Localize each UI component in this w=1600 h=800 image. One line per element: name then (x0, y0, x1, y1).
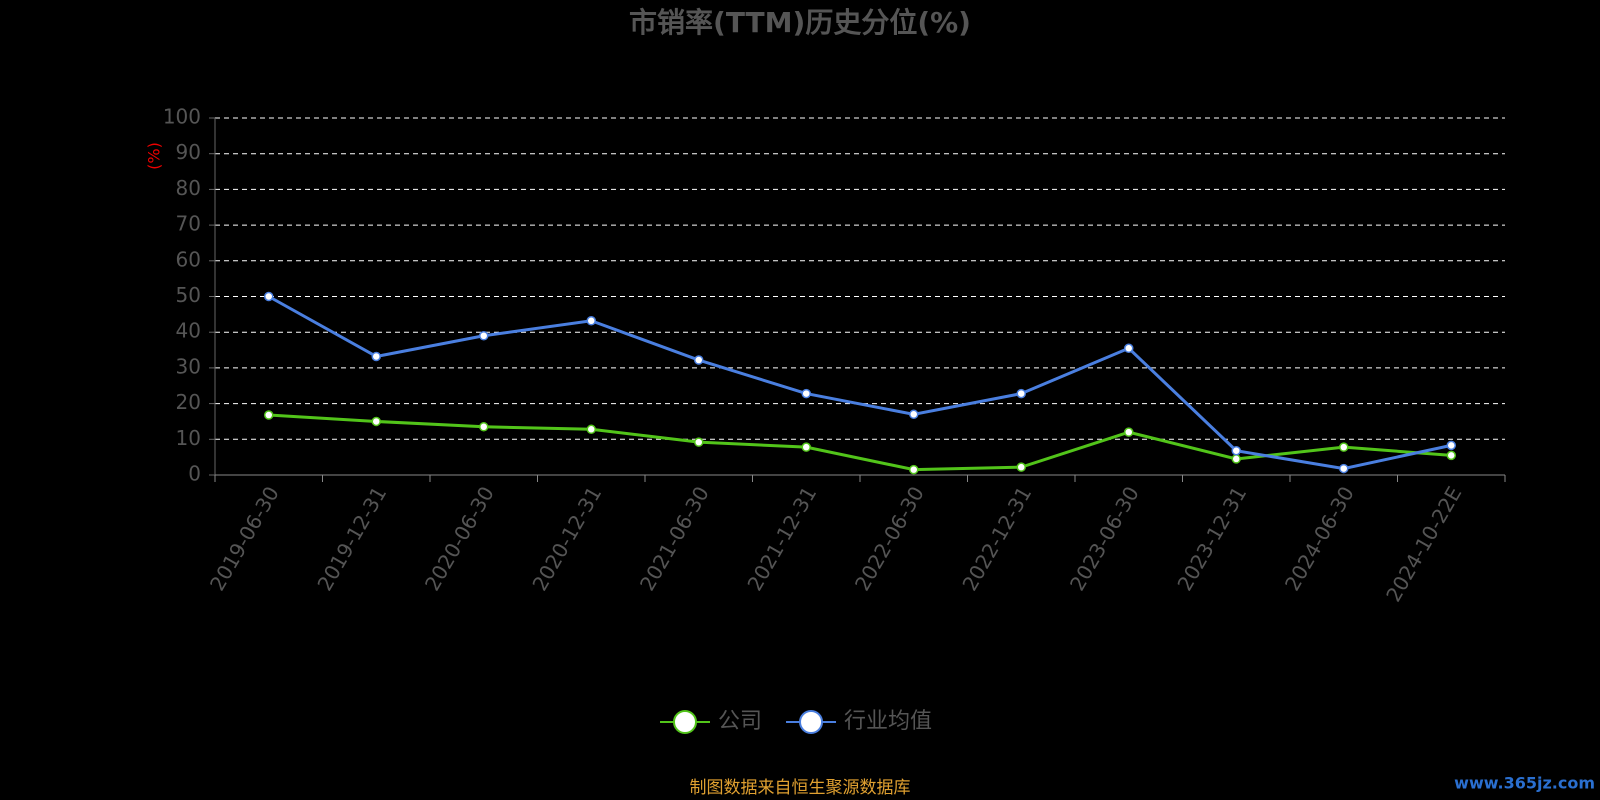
series-line (268, 295, 1452, 471)
watermark: www.365jz.com (1454, 774, 1595, 793)
legend-marker (673, 710, 697, 734)
series-line (268, 413, 1452, 472)
data-point (909, 464, 919, 475)
chart-title: 市销率(TTM)历史分位(%) (629, 6, 971, 39)
data-point (1339, 442, 1349, 452)
data-point (586, 316, 596, 326)
data-point (1339, 463, 1349, 474)
data-point (1016, 388, 1026, 399)
data-point (1124, 427, 1134, 437)
y-tick-label: 20 (176, 390, 201, 414)
y-tick-label: 100 (163, 105, 201, 129)
y-tick-label: 40 (176, 319, 201, 343)
y-tick-label: 60 (176, 247, 201, 271)
x-tick-label: 2021-12-31 (742, 482, 821, 595)
x-tick-label: 2021-06-30 (635, 482, 714, 595)
data-point (1016, 462, 1026, 472)
data-point (479, 422, 489, 432)
data-point (1446, 450, 1456, 461)
x-tick-label: 2023-12-31 (1172, 482, 1251, 595)
x-tick-label: 2020-06-30 (420, 482, 499, 595)
y-tick-label: 70 (176, 212, 201, 236)
data-point (909, 409, 919, 420)
data-point (1231, 445, 1241, 456)
data-point (801, 442, 811, 452)
y-tick-label: 50 (176, 283, 201, 307)
data-point (1124, 343, 1134, 354)
data-point (371, 416, 381, 427)
x-tick-label: 2024-10-22E (1381, 482, 1466, 606)
source-note: 制图数据来自恒生聚源数据库 (690, 778, 911, 798)
data-point (371, 351, 381, 362)
x-tick-label: 2019-12-31 (312, 482, 391, 595)
data-point (801, 388, 811, 399)
data-point (479, 331, 489, 341)
data-point (1231, 454, 1241, 464)
data-point (264, 291, 274, 302)
legend-marker (799, 710, 824, 734)
data-point (264, 410, 274, 420)
y-tick-label: 10 (176, 426, 201, 450)
legend-label: 公司 (718, 709, 762, 734)
data-point (1446, 440, 1456, 451)
data-point (694, 355, 704, 365)
y-tick-label: 90 (176, 140, 201, 164)
x-tick-label: 2023-06-30 (1065, 482, 1144, 595)
data-point (586, 424, 596, 435)
x-tick-label: 2022-06-30 (850, 482, 929, 595)
y-tick-label: 0 (188, 462, 201, 486)
x-tick-label: 2019-06-30 (205, 482, 284, 595)
legend-label: 行业均值 (844, 709, 932, 734)
x-tick-label: 2022-12-31 (957, 482, 1036, 595)
x-tick-label: 2020-12-31 (527, 482, 606, 595)
y-tick-label: 80 (176, 176, 201, 200)
y-axis-label: (%) (145, 142, 164, 170)
y-tick-label: 30 (176, 354, 201, 378)
data-point (694, 437, 704, 447)
x-tick-label: 2024-06-30 (1280, 482, 1359, 595)
